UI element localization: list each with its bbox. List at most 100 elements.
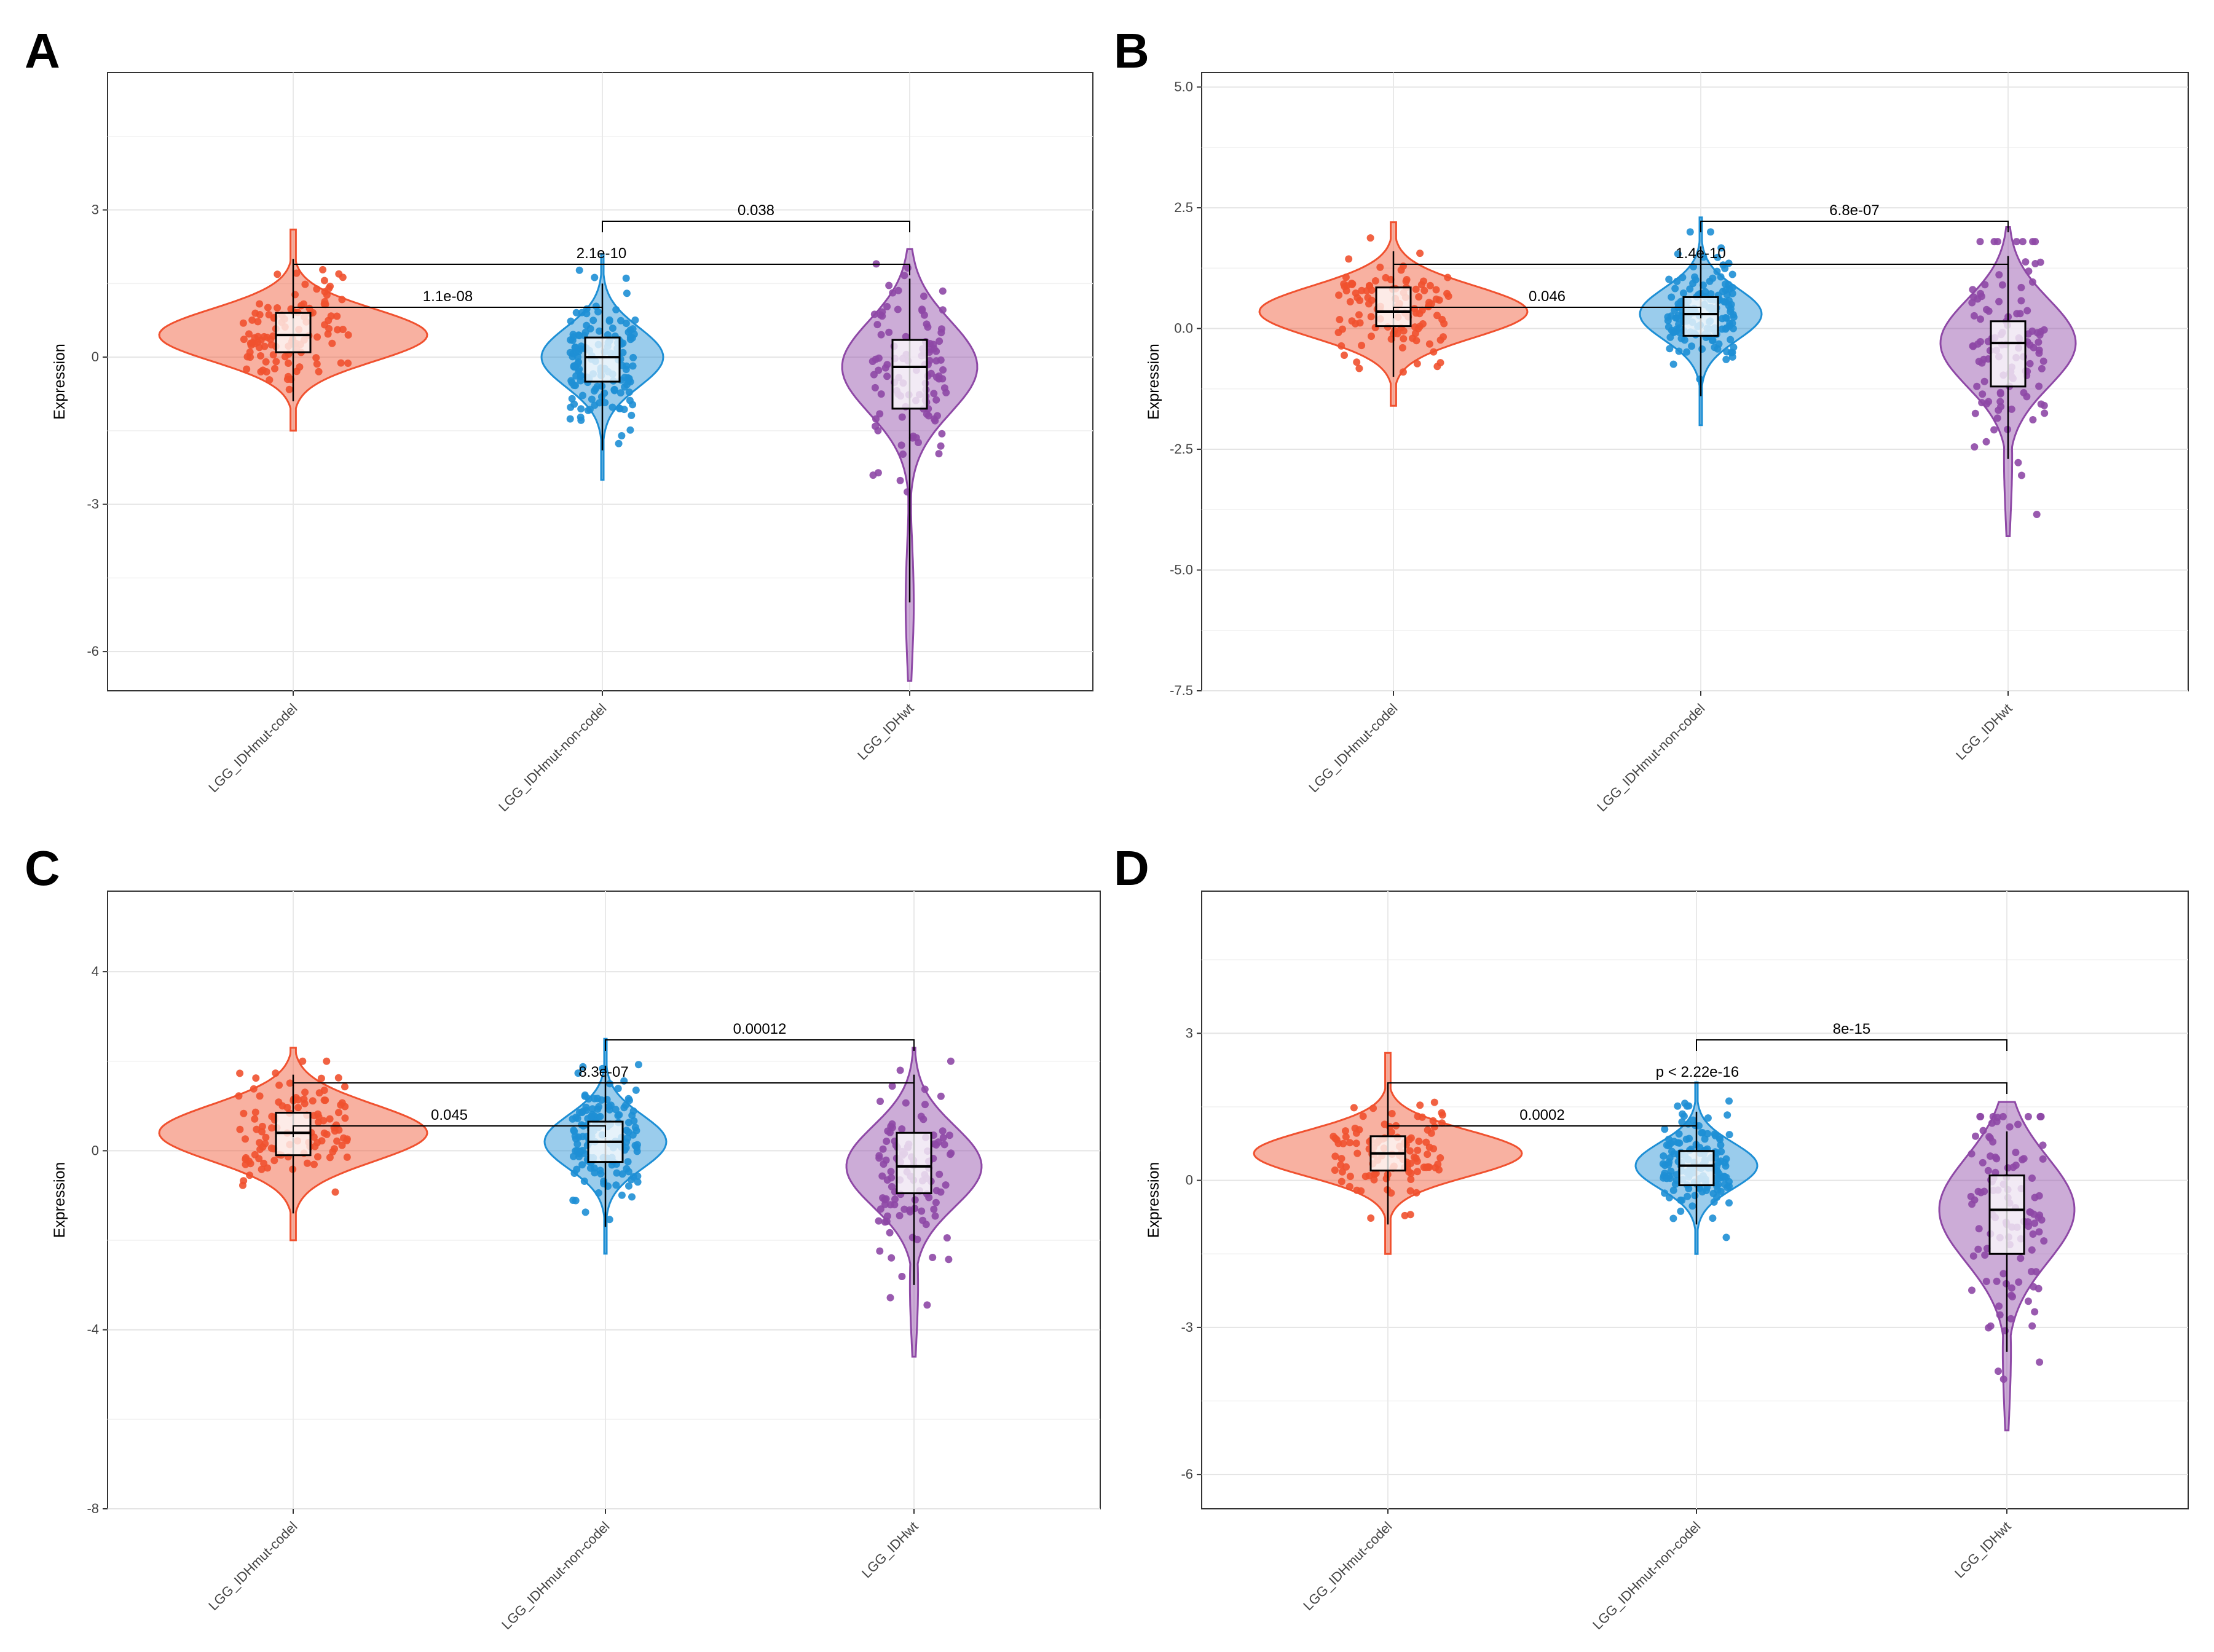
data-point	[2039, 357, 2047, 365]
data-point	[930, 415, 938, 423]
data-point	[1418, 1113, 1426, 1121]
data-point	[240, 1109, 248, 1117]
data-point	[939, 287, 947, 295]
data-point	[1346, 1173, 1354, 1181]
data-point	[253, 1125, 261, 1133]
data-point	[1722, 355, 1730, 363]
data-point	[628, 1193, 636, 1201]
data-point	[1670, 1150, 1678, 1158]
data-point	[939, 306, 947, 314]
data-point	[1342, 287, 1350, 295]
data-point	[897, 441, 905, 449]
data-point	[873, 321, 881, 329]
data-point	[569, 331, 577, 339]
data-point	[1669, 360, 1677, 368]
data-point	[323, 1057, 331, 1065]
data-point	[621, 374, 629, 381]
data-point	[1714, 1181, 1722, 1189]
data-point	[1330, 1133, 1337, 1141]
data-point	[294, 1096, 302, 1104]
data-point	[1663, 1141, 1671, 1149]
data-point	[1370, 1176, 1378, 1184]
data-point	[593, 382, 601, 390]
data-point	[1331, 1152, 1339, 1160]
data-point	[2024, 330, 2032, 338]
data-point	[343, 1137, 351, 1144]
data-point	[1981, 281, 1989, 289]
data-point	[1353, 1149, 1361, 1157]
data-point	[2033, 511, 2041, 518]
data-point	[570, 1170, 578, 1177]
data-point	[634, 1172, 642, 1180]
data-point	[1413, 360, 1421, 368]
data-point	[1391, 327, 1398, 335]
data-point	[612, 1106, 620, 1114]
data-point	[609, 324, 617, 332]
data-point	[1704, 1114, 1712, 1122]
data-point	[2031, 1194, 2039, 1202]
data-point	[1713, 1194, 1721, 1202]
data-point	[939, 1134, 947, 1142]
data-point	[335, 1109, 342, 1117]
data-point	[871, 384, 879, 391]
data-point	[634, 1178, 642, 1186]
data-point	[623, 289, 631, 297]
data-point	[255, 1155, 263, 1163]
data-point	[1698, 1129, 1706, 1137]
data-point	[1671, 1180, 1679, 1188]
data-point	[888, 1120, 896, 1128]
violin-group	[845, 1047, 983, 1358]
data-point	[1725, 297, 1733, 305]
data-point	[1982, 1278, 1990, 1285]
data-point	[1426, 281, 1434, 289]
data-point	[1993, 1114, 2001, 1122]
data-point	[1676, 1139, 1684, 1147]
data-point	[1971, 409, 1979, 417]
data-point	[588, 395, 596, 403]
data-point	[1348, 280, 1356, 287]
panel-b: B 5.0 2.5 0.0 -2.5 -5.0 -7.5 Expression LGG_IDHm…	[1114, 23, 2189, 814]
data-point	[1412, 337, 1420, 345]
data-point	[262, 1133, 270, 1141]
data-point	[617, 389, 624, 397]
data-point	[1688, 342, 1696, 350]
data-point	[594, 1095, 602, 1103]
data-point	[623, 380, 631, 388]
data-point	[927, 369, 935, 377]
data-point	[1400, 335, 1408, 343]
y-tick-label: -4	[87, 1322, 99, 1337]
y-tick-label: -2.5	[1170, 441, 1193, 457]
data-point	[622, 274, 630, 282]
data-point	[1995, 297, 2003, 305]
data-point	[921, 1085, 929, 1093]
data-point	[2026, 360, 2034, 368]
data-point	[1369, 1104, 1377, 1112]
data-point	[902, 332, 910, 340]
data-point	[1425, 340, 1433, 348]
data-point	[1674, 312, 1682, 320]
data-point	[1346, 298, 1354, 305]
data-point	[620, 406, 628, 414]
data-point	[587, 1112, 595, 1120]
y-axis-title: Expression	[1145, 1162, 1162, 1238]
y-axis-title: Expression	[51, 1162, 68, 1238]
data-point	[1973, 382, 1981, 390]
data-point	[256, 311, 264, 318]
data-point	[317, 1074, 325, 1082]
data-point	[258, 1165, 266, 1173]
p-value-label: 6.8e-07	[1829, 202, 1879, 219]
data-point	[936, 1170, 944, 1178]
data-point	[1340, 280, 1348, 288]
data-point	[275, 1081, 283, 1089]
data-point	[615, 439, 623, 447]
data-point	[257, 352, 264, 360]
data-point	[334, 1074, 342, 1082]
data-point	[605, 316, 613, 324]
bracket-line	[1700, 221, 2009, 232]
data-point	[1977, 1189, 1985, 1197]
data-point	[588, 1105, 596, 1113]
data-point	[1342, 1133, 1350, 1141]
data-point	[2035, 382, 2043, 390]
data-point	[1341, 352, 1348, 359]
data-point	[1703, 1187, 1710, 1194]
